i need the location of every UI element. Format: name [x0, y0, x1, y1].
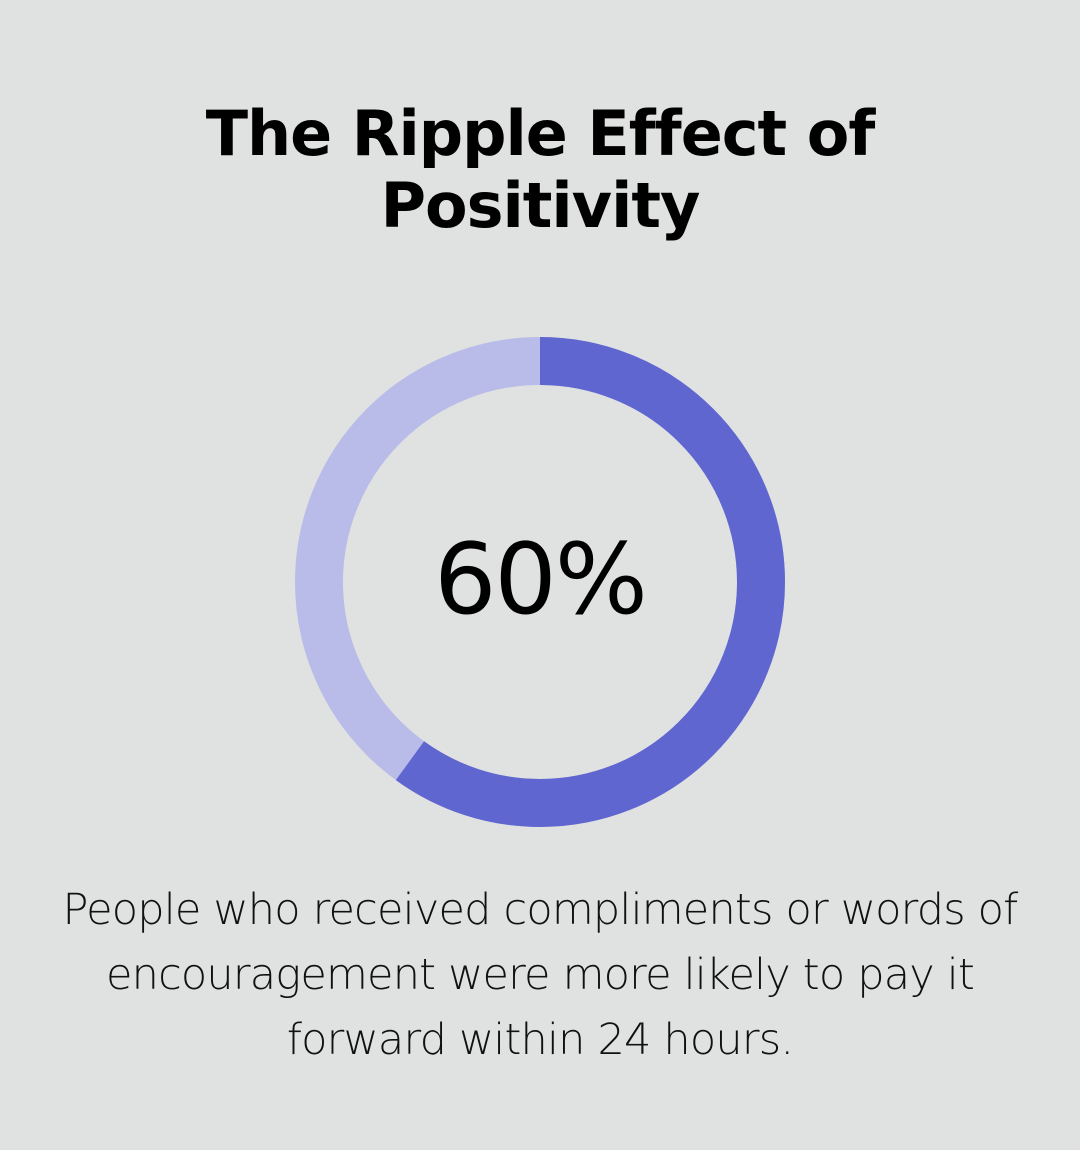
caption-line-1: People who received compliments or words…	[62, 885, 1018, 935]
chart-title-line-2: Positivity	[380, 169, 701, 242]
caption-line-2: encouragement were more likely to pay it	[105, 950, 975, 1000]
donut-chart	[295, 337, 785, 827]
donut-center-value: 60%	[434, 523, 648, 637]
donut-filled-segment	[295, 337, 785, 827]
chart-title-line-1: The Ripple Effect of	[205, 97, 876, 170]
caption-line-3: forward within 24 hours.	[286, 1015, 794, 1065]
chart-caption: People who received compliments or words…	[0, 878, 1080, 1073]
chart-title: The Ripple Effect of Positivity	[0, 98, 1080, 242]
